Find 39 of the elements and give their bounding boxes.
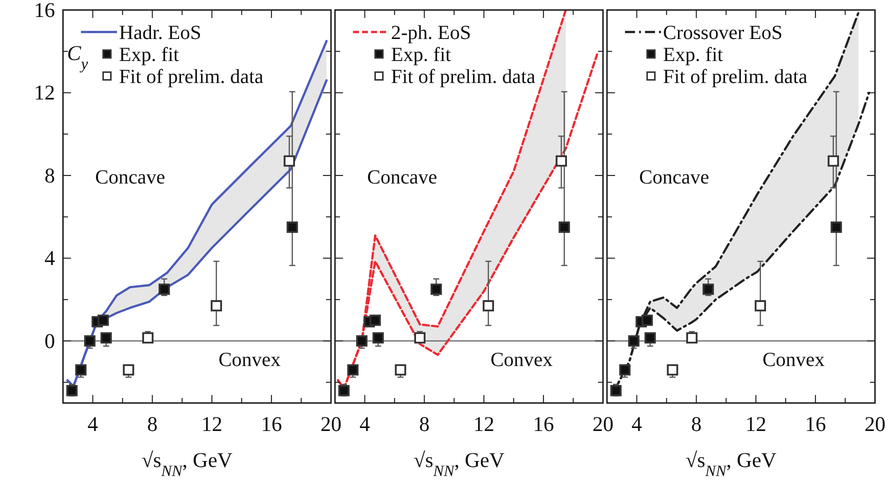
- x-tick-label: 8: [419, 412, 430, 436]
- x-tick-label: 20: [592, 412, 614, 436]
- x-tick-label: 12: [201, 412, 222, 436]
- x-axis-title: √s$_{NN}$, GeV: [142, 448, 232, 480]
- legend-label: Exp. fit: [391, 44, 452, 66]
- x-axis-title: √s$_{NN}$, GeV: [686, 448, 776, 480]
- legend-label: Fit of prelim. data: [119, 66, 264, 88]
- x-tick-label: 12: [745, 412, 766, 436]
- x-tick-label: 4: [632, 412, 643, 436]
- y-tick-label: 4: [44, 246, 56, 270]
- y-tick-label: 8: [44, 163, 55, 188]
- legend-label: Hadr. EoS: [119, 22, 202, 44]
- annotation: Convex: [762, 348, 825, 371]
- legend-label: Crossover EoS: [663, 22, 782, 44]
- x-tick-label: 16: [260, 412, 282, 436]
- x-tick-label: 16: [804, 412, 826, 436]
- x-axis-title: √s$_{NN}$, GeV: [414, 448, 504, 480]
- annotation: Convex: [218, 348, 281, 371]
- y-tick-label: 0: [44, 328, 55, 353]
- x-tick-label: 4: [360, 412, 371, 436]
- legend-label: Exp. fit: [119, 44, 180, 66]
- legend-label: 2-ph. EoS: [391, 22, 471, 44]
- y-tick-label: 12: [34, 80, 55, 105]
- legend-label: Exp. fit: [663, 44, 724, 66]
- legend-label: Fit of prelim. data: [391, 66, 536, 88]
- annotation: Concave: [95, 166, 166, 189]
- annotation: Concave: [639, 166, 710, 189]
- x-tick-label: 12: [473, 412, 494, 436]
- annotation: Convex: [490, 348, 553, 371]
- x-tick-label: 20: [864, 412, 886, 436]
- y-axis-title: C$_{y}$: [67, 41, 88, 72]
- x-tick-label: 20: [320, 412, 342, 436]
- x-tick-label: 4: [88, 412, 99, 436]
- x-tick-label: 16: [532, 412, 554, 436]
- annotation: Concave: [367, 166, 438, 189]
- y-tick-label: 16: [34, 0, 55, 22]
- x-tick-label: 8: [147, 412, 158, 436]
- x-tick-label: 8: [691, 412, 702, 436]
- legend-label: Fit of prelim. data: [663, 66, 808, 88]
